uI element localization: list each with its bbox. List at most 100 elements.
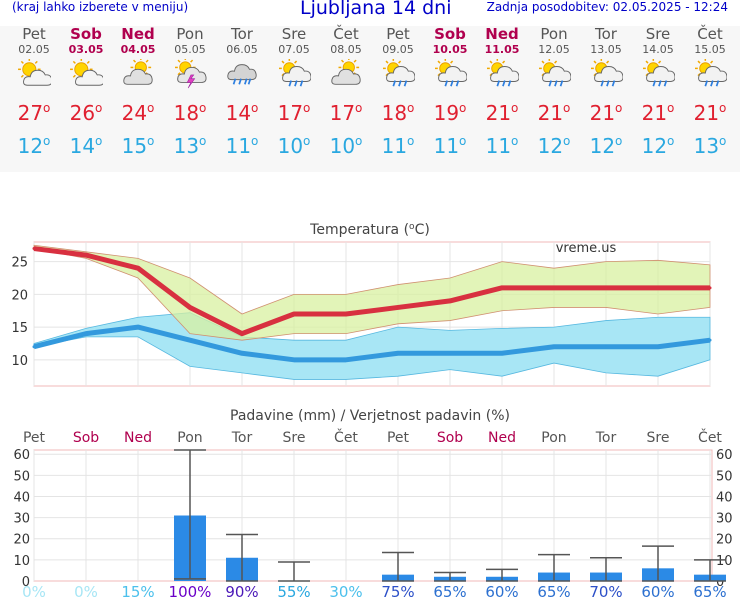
- forecast-day: Pet 09.05 18o 11o: [372, 26, 424, 157]
- degree-sign: o: [407, 101, 415, 115]
- forecast-day: Sob 03.05 26o 14o: [60, 26, 112, 158]
- degree-sign: o: [251, 134, 259, 148]
- min-temp-point: [188, 338, 192, 342]
- max-temp: 26o: [69, 101, 103, 125]
- forecast-strip: Pet 02.05 27o 12o Sob 03.05 26o 14o Ned 04.05 24o 1…: [0, 26, 740, 172]
- day-name: Tor: [231, 25, 253, 43]
- min-temp-point: [344, 358, 348, 362]
- precip-day-label: Čet: [334, 428, 358, 446]
- degree-sign: o: [719, 134, 727, 148]
- degree-sign: o: [43, 101, 51, 115]
- degree-sign: o: [511, 101, 519, 115]
- max-temp: 21o: [589, 101, 623, 125]
- precip-day-label: Čet: [698, 428, 722, 446]
- min-temp-point: [396, 351, 400, 355]
- y-tick-label-left: 0: [22, 575, 30, 590]
- degree-sign: o: [199, 134, 207, 148]
- precip-probability-label: 0%: [74, 583, 98, 600]
- day-date: 07.05: [278, 43, 310, 56]
- precip-day-label: Ned: [488, 430, 516, 446]
- forecast-day: Pon 05.05 18o 13o: [164, 26, 216, 157]
- cloud-sun-icon: [331, 59, 361, 85]
- precipitation-plot-area: [33, 449, 713, 582]
- precipitation-chart-title: Padavine (mm) / Verjetnost padavin (%): [230, 408, 510, 424]
- min-temp: 11o: [225, 134, 259, 158]
- degree-sign: o: [355, 134, 363, 148]
- min-temp-line: [33, 324, 711, 363]
- y-tick-label-left: 10: [13, 554, 30, 569]
- day-name: Čet: [333, 25, 359, 43]
- min-temp-point: [136, 325, 140, 329]
- degree-sign: o: [303, 134, 311, 148]
- max-temp-point: [188, 305, 192, 309]
- sun-cloud-icon: [18, 59, 51, 86]
- y-tick-label: 25: [11, 256, 28, 271]
- degree-sign: o: [459, 101, 467, 115]
- max-temp-point: [708, 286, 712, 290]
- max-temp-point: [552, 286, 556, 290]
- watermark: vreme.us: [556, 241, 617, 256]
- max-temp-point: [240, 332, 244, 336]
- day-name: Sre: [281, 25, 307, 43]
- precip-day-label: Sre: [647, 430, 670, 446]
- max-temp: 19o: [433, 101, 467, 125]
- degree-sign: o: [563, 134, 571, 148]
- min-temp-point: [708, 338, 712, 342]
- sun-cloud-icon: [70, 59, 103, 86]
- max-temp: 21o: [485, 101, 519, 125]
- temperature-chart-title: Temperatura (oC): [309, 222, 430, 238]
- sun-rain-icon: [435, 59, 467, 87]
- min-temp-point: [240, 351, 244, 355]
- sun-rain-icon: [591, 59, 623, 87]
- day-name: Pon: [176, 25, 204, 43]
- y-tick-label-right: 60: [716, 448, 733, 463]
- day-date: 09.05: [382, 43, 414, 56]
- forecast-day: Pon 12.05 21o 12o: [528, 26, 580, 157]
- day-name: Sob: [434, 25, 466, 43]
- degree-sign: o: [95, 134, 103, 148]
- day-date: 10.05: [432, 43, 468, 56]
- min-temp: 12o: [641, 134, 675, 158]
- day-name: Ned: [485, 25, 519, 43]
- max-temp: 21o: [641, 101, 675, 125]
- degree-sign: o: [615, 134, 623, 148]
- degree-sign: o: [147, 101, 155, 115]
- min-temp: 10o: [277, 134, 311, 158]
- max-temp: 14o: [225, 101, 259, 125]
- y-tick-label: 15: [11, 321, 28, 336]
- min-temp-point: [84, 332, 88, 336]
- min-temp-point: [32, 345, 36, 349]
- max-temp-point: [604, 286, 608, 290]
- day-date: 06.05: [226, 43, 258, 56]
- precip-probability-label: 65%: [537, 583, 570, 600]
- forecast-day: Čet 15.05 21o 13o: [684, 26, 736, 157]
- precip-day-label: Pon: [177, 430, 202, 446]
- min-temp: 11o: [485, 134, 519, 158]
- min-temp: 11o: [433, 134, 467, 158]
- max-temp: 17o: [277, 101, 311, 125]
- degree-sign: o: [147, 134, 155, 148]
- degree-sign: o: [563, 101, 571, 115]
- location-hint[interactable]: (kraj lahko izberete v meniju): [12, 0, 189, 14]
- max-temp: 21o: [693, 101, 727, 125]
- y-tick-label-left: 30: [13, 512, 30, 527]
- y-tick-label-right: 20: [716, 533, 733, 548]
- y-tick-label-left: 40: [13, 490, 30, 505]
- precip-day-label: Sob: [73, 430, 99, 446]
- precip-day-label: Ned: [124, 430, 152, 446]
- y-tick-label: 20: [11, 288, 28, 303]
- min-temp-point: [604, 345, 608, 349]
- sun-rain-icon: [279, 59, 311, 87]
- max-temp-point: [32, 247, 36, 251]
- y-tick-label-right: 50: [716, 469, 733, 484]
- degree-sign: o: [615, 101, 623, 115]
- day-date: 02.05: [18, 43, 50, 56]
- precip-probability-label: 65%: [433, 583, 466, 600]
- y-tick-label-left: 20: [13, 533, 30, 548]
- min-temp: 10o: [329, 134, 363, 158]
- min-temp: 14o: [69, 134, 103, 158]
- min-temp-point: [292, 358, 296, 362]
- precip-probability-label: 75%: [381, 583, 414, 600]
- forecast-day: Čet 08.05 17o 10o: [320, 25, 372, 158]
- day-date: 12.05: [538, 43, 570, 56]
